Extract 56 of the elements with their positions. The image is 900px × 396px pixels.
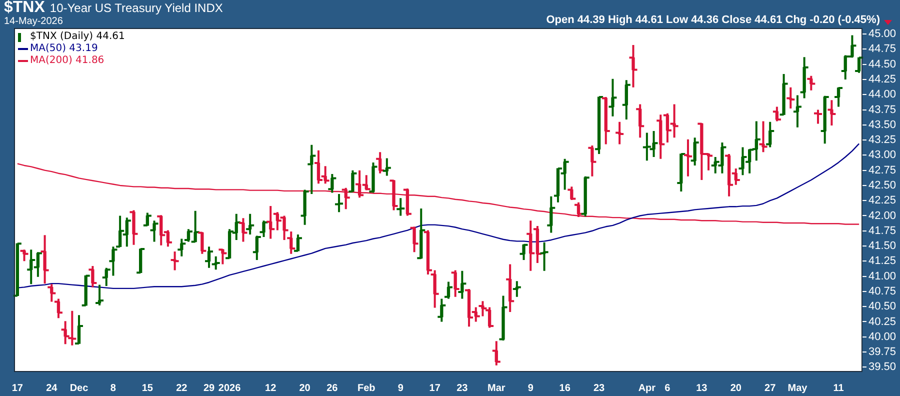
x-tick-label: May [788, 382, 808, 394]
y-tick-label: 42.50 [868, 179, 896, 192]
y-tick-label: 41.00 [868, 270, 896, 282]
y-tick-label: 43.00 [868, 149, 896, 162]
y-tick-label: 41.75 [868, 224, 896, 237]
x-tick-label: 17 [429, 382, 441, 394]
y-tick-label: 44.75 [868, 43, 896, 56]
x-tick-label: 17 [12, 382, 24, 394]
x-tick-label: 12 [265, 382, 277, 394]
x-tick-label: 16 [559, 382, 571, 394]
y-tick-label: 44.25 [868, 74, 896, 86]
y-tick-label: 44.50 [868, 58, 896, 70]
y-tick-label: 41.50 [868, 240, 896, 252]
y-tick-label: 44.00 [868, 88, 896, 101]
y-tick-label: 40.00 [868, 330, 896, 343]
x-tick-label: 23 [456, 382, 468, 394]
x-tick-label: 24 [46, 382, 58, 394]
y-tick-label: 40.25 [868, 316, 896, 328]
x-tick-label: 26 [326, 382, 338, 394]
x-tick-label: Apr [638, 382, 656, 394]
x-tick-label: 13 [696, 382, 708, 394]
x-tick-label: 2026 [218, 382, 242, 394]
chart-subtitle: 10-Year US Treasury Yield INDX [50, 1, 223, 15]
x-tick-label: 8 [110, 382, 116, 394]
x-tick-label: 20 [730, 382, 742, 394]
y-tick-label: 42.25 [868, 194, 896, 207]
x-tick-label: 27 [764, 382, 776, 394]
x-tick-label: 9 [528, 382, 534, 394]
y-tick-label: 43.75 [868, 104, 896, 116]
legend-label: MA(200) 41.86 [30, 55, 104, 67]
y-tick-label: 39.50 [868, 361, 896, 374]
x-tick-label: 6 [664, 382, 671, 394]
y-tick-label: 42.00 [868, 210, 896, 222]
x-tick-label: 15 [142, 382, 154, 394]
chart-title: $TNX [4, 0, 45, 16]
x-tick-label: 22 [176, 382, 188, 394]
x-tick-label: Dec [70, 382, 89, 394]
y-tick-label: 39.75 [868, 346, 896, 358]
y-tick-label: 43.50 [868, 118, 896, 131]
y-tick-label: 40.75 [868, 285, 896, 298]
y-tick-label: 41.25 [868, 255, 896, 268]
text: Open 44.39 High 44.61 Low 44.36 Close 44.61 Chg -0.20 (-0.45%) [546, 14, 880, 26]
y-tick-label: 45.00 [868, 28, 896, 40]
x-tick-label: 9 [398, 382, 404, 394]
x-tick-label: 23 [593, 382, 606, 394]
x-tick-label: 11 [833, 382, 844, 394]
x-tick-label: Feb [358, 382, 376, 394]
y-tick-label: 42.75 [868, 164, 896, 176]
y-tick-label: 40.50 [868, 300, 896, 313]
x-tick-label: 29 [203, 382, 216, 394]
legend-label: $TNX (Daily) 44.61 [30, 31, 125, 43]
x-tick-label: Mar [488, 382, 506, 394]
x-tick-label: 20 [299, 382, 311, 394]
text: 14-May-2026 [4, 16, 63, 27]
legend-label: MA(50) 43.19 [30, 43, 98, 55]
y-tick-label: 43.25 [868, 134, 896, 146]
